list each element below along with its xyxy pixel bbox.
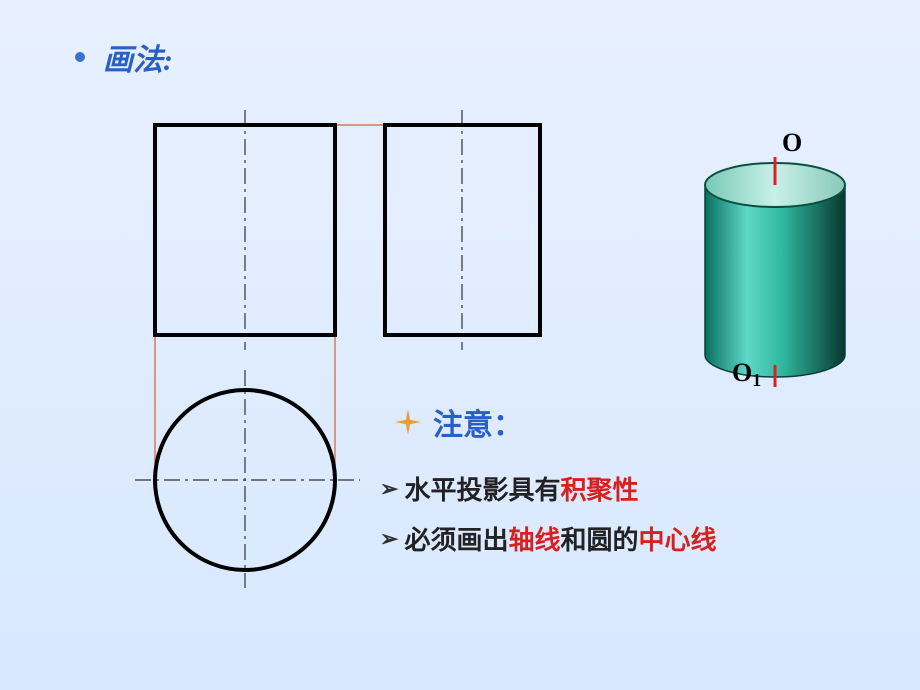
bullet-icon	[75, 52, 85, 62]
axis-label-top: O	[782, 128, 802, 158]
axis-label-bottom-sub: 1	[752, 370, 761, 390]
centerlines	[135, 110, 462, 588]
axis-label-bottom-main: O	[732, 358, 752, 387]
page-title: 画法:	[103, 35, 173, 79]
cylinder-3d	[690, 135, 860, 395]
note2-highlight1: 轴线	[508, 520, 560, 557]
notice-label: 注意：	[433, 400, 523, 444]
note-line-1: ➢ 水平投影具有 积聚性	[380, 470, 638, 507]
chevron-icon: ➢	[380, 476, 398, 502]
star-icon	[395, 409, 421, 435]
title-row: 画法:	[75, 35, 173, 79]
projection-lines	[155, 125, 385, 480]
note2-prefix: 必须画出	[404, 520, 508, 557]
notice-row: 注意：	[395, 400, 523, 444]
axis-label-top-text: O	[782, 128, 802, 157]
chevron-icon: ➢	[380, 526, 398, 552]
note1-highlight: 积聚性	[560, 470, 638, 507]
orthographic-views	[135, 110, 565, 590]
note-line-2: ➢ 必须画出 轴线 和圆的 中心线	[380, 520, 717, 557]
note2-mid: 和圆的	[560, 520, 638, 557]
axis-label-bottom: O1	[732, 358, 761, 388]
note1-prefix: 水平投影具有	[404, 470, 560, 507]
note2-highlight2: 中心线	[638, 520, 716, 557]
cylinder-body	[705, 185, 845, 377]
